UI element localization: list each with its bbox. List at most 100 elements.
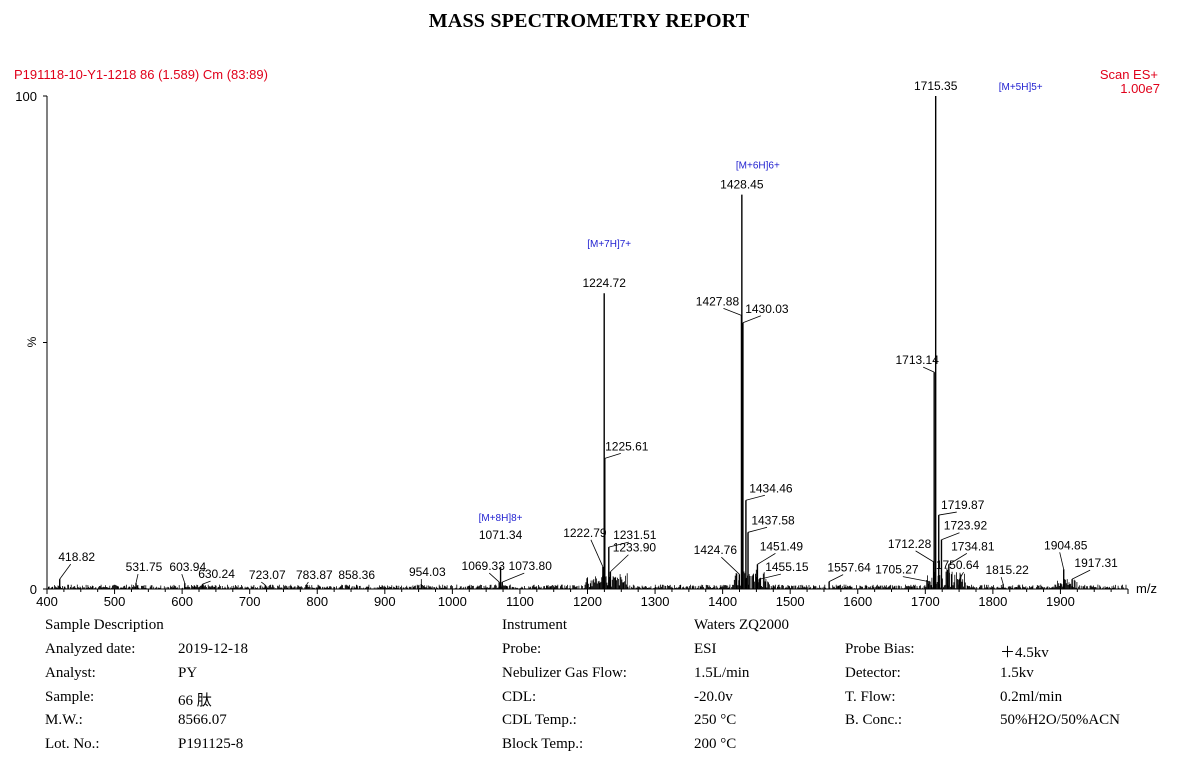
peak-label: 1069.33 <box>462 559 506 573</box>
intensity-label: 1.00e7 <box>1120 81 1160 96</box>
x-axis-label: m/z <box>1136 581 1157 596</box>
instrument-row-value: 250 °C <box>694 712 737 728</box>
peak-leader-line <box>902 576 929 582</box>
sample-row-value: 8566.07 <box>178 712 227 728</box>
x-tick-label: 700 <box>239 594 261 609</box>
x-tick-label: 1500 <box>776 594 805 609</box>
peak-leader-line <box>938 511 957 516</box>
instrument-row-label: B. Conc.: <box>845 712 903 728</box>
instrument-model: Waters ZQ2000 <box>694 617 790 633</box>
y-tick-label: 100 <box>15 89 37 104</box>
x-tick-label: 1400 <box>708 594 737 609</box>
peak-label: 1451.49 <box>760 539 804 553</box>
sample-id-label: P191118-10-Y1-1218 86 (1.589) Cm (83:89) <box>14 67 268 82</box>
peak-label: 1715.35 <box>914 79 958 93</box>
sample-row-label: Sample: <box>45 689 95 705</box>
peak-leader-line <box>202 580 211 585</box>
peak-label: 1225.61 <box>605 439 649 453</box>
instrument-row-label: CDL: <box>502 689 537 705</box>
instrument-row-value: 50%H2O/50%ACN <box>1000 712 1120 728</box>
peak-label: 1734.81 <box>951 539 995 553</box>
peak-label: 1723.92 <box>944 519 988 533</box>
x-tick-label: 400 <box>36 594 58 609</box>
peak-label: 1557.64 <box>827 561 871 575</box>
sample-row-label: Analyst: <box>45 665 96 681</box>
x-tick-label: 1200 <box>573 594 602 609</box>
peak-label: 418.82 <box>58 550 95 564</box>
peak-leader-line <box>590 539 604 567</box>
instrument-row-label: Probe: <box>502 641 542 657</box>
instrument-row-value: 1.5L/min <box>694 665 750 681</box>
peak-label: 1455.15 <box>765 560 809 574</box>
sample-row-value: 2019-12-18 <box>178 641 248 657</box>
report-title: MASS SPECTROMETRY REPORT <box>428 10 750 32</box>
peak-leader-line <box>1071 569 1091 580</box>
peak-label: 1427.88 <box>696 294 740 308</box>
peak-label: 1712.28 <box>888 537 932 551</box>
instrument-row-value: 0.2ml/min <box>1000 689 1063 705</box>
peak-label: 630.24 <box>198 567 235 581</box>
peak-leader-line <box>721 556 740 575</box>
peak-leader-line <box>941 532 960 541</box>
peak-label: 723.07 <box>249 568 286 582</box>
y-tick-label: 0 <box>30 582 37 597</box>
peak-label: 1233.90 <box>613 541 657 555</box>
charge-state-annotation: [M+7H]7+ <box>587 239 631 250</box>
peak-label: 1434.46 <box>749 481 793 495</box>
sample-row-label: M.W.: <box>45 712 83 728</box>
charge-state-annotation: [M+5H]5+ <box>999 82 1043 93</box>
peak-leader-line <box>759 573 781 580</box>
charge-state-annotation: [M+8H]8+ <box>479 513 523 524</box>
peak-leader-line <box>306 581 309 586</box>
peak-label: 1231.51 <box>613 528 657 542</box>
x-tick-label: 1700 <box>911 594 940 609</box>
instrument-row-label: T. Flow: <box>845 689 896 705</box>
peak-leader-line <box>742 315 762 324</box>
peak-label: 954.03 <box>409 565 446 579</box>
instrument-row-value: -20.0v <box>694 689 733 705</box>
peak-leader-line <box>488 572 500 583</box>
peak-label: 531.75 <box>126 560 163 574</box>
y-axis-label: % <box>25 336 39 347</box>
peak-leader-line <box>723 308 742 316</box>
instrument-row-label: Detector: <box>845 665 901 681</box>
peak-leader-line <box>608 541 629 548</box>
peak-label: 1750.64 <box>936 558 980 572</box>
peak-label: 1224.72 <box>583 276 627 290</box>
peak-leader-line <box>923 366 935 373</box>
x-tick-label: 800 <box>306 594 328 609</box>
peak-label: 1073.80 <box>509 559 553 573</box>
peak-label: 1713.14 <box>895 353 939 367</box>
peak-leader-line <box>261 581 266 586</box>
sample-row-value: PY <box>178 665 198 681</box>
peak-leader-line <box>1059 552 1065 570</box>
sample-row-value: 66 肽 <box>178 693 212 709</box>
peak-label: 1430.03 <box>745 302 789 316</box>
noise-trace <box>48 567 1127 589</box>
peak-label: 1719.87 <box>941 498 985 512</box>
sample-row-label: Lot. No.: <box>45 736 100 752</box>
mass-spectrum-chart: P191118-10-Y1-1218 86 (1.589) Cm (83:89)… <box>14 67 1160 609</box>
peak-label: 1222.79 <box>563 526 607 540</box>
sample-row-label: Analyzed date: <box>45 641 136 657</box>
peak-leader-line <box>59 563 72 580</box>
x-tick-label: 1900 <box>1046 594 1075 609</box>
peak-leader-line <box>915 550 934 563</box>
peak-label: 858.36 <box>338 568 375 582</box>
peak-leader-line <box>948 553 968 565</box>
x-tick-label: 1100 <box>506 594 534 609</box>
instrument-row-label: Nebulizer Gas Flow: <box>502 665 627 681</box>
peak-leader-line <box>181 573 186 584</box>
peak-label: 783.87 <box>296 568 333 582</box>
peak-leader-line <box>959 571 964 580</box>
instrument-row-value: ＋4.5kv <box>1000 645 1049 661</box>
instrument-row-value: 1.5kv <box>1000 665 1034 681</box>
peak-label: 603.94 <box>169 560 206 574</box>
peak-label: 1917.31 <box>1074 556 1118 570</box>
x-tick-label: 1000 <box>438 594 467 609</box>
peak-leader-line <box>745 494 766 501</box>
peak-leader-line <box>610 554 629 573</box>
instrument-heading: Instrument <box>502 617 567 633</box>
peak-leader-line <box>135 573 139 584</box>
scan-mode-label: Scan ES+ <box>1100 67 1158 82</box>
